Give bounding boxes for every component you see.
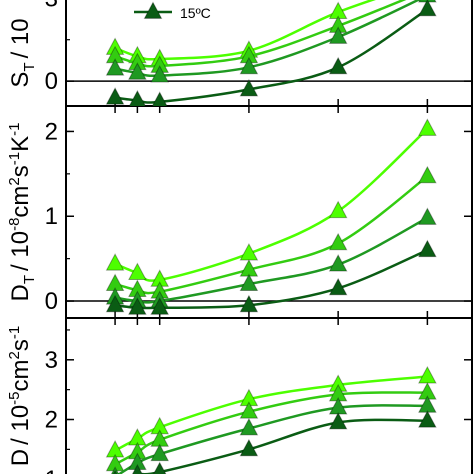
y-axis-label-unit3: K — [7, 136, 34, 152]
data-point — [112, 469, 118, 474]
y-tick-label: 2 — [45, 118, 58, 145]
data-point — [105, 294, 125, 313]
data-point — [128, 62, 147, 80]
y-tick-label: 2 — [45, 407, 58, 434]
y-axis-label-sup3: -1 — [6, 326, 23, 339]
panel-top: 0 3 ST / 10 15ºC — [7, 0, 473, 107]
data-point — [150, 297, 170, 315]
data-point — [418, 410, 437, 428]
data-point — [105, 253, 125, 271]
y-axis-label: DT/ 10-8cm2s-1K-1 — [6, 123, 38, 302]
data-point — [418, 0, 437, 17]
data-point — [239, 56, 259, 75]
y-axis-label-rest: / 10 — [7, 405, 34, 445]
plot-area — [105, 118, 437, 315]
data-point — [239, 273, 259, 292]
y-axis-label-sub: T — [21, 275, 38, 284]
data-point — [151, 91, 168, 106]
data-point — [153, 461, 167, 474]
data-point — [328, 254, 348, 272]
y-axis-label-sup2: 2 — [6, 351, 23, 359]
y-axis-label: ST / 10 — [7, 18, 38, 87]
data-point — [128, 297, 147, 315]
data-point — [239, 243, 259, 261]
data-point — [328, 277, 348, 296]
data-point — [239, 78, 259, 97]
data-point — [150, 65, 170, 83]
y-axis-label-unit: cm — [7, 359, 34, 391]
data-point — [239, 294, 259, 313]
y-axis-label-sub: T — [21, 62, 38, 71]
data-point — [105, 58, 125, 76]
data-point — [418, 207, 437, 225]
data-point — [328, 26, 348, 44]
y-tick-label: 0 — [45, 68, 58, 95]
y-axis-label-sup1: -8 — [6, 218, 23, 231]
y-axis-label-main: S — [7, 72, 34, 88]
data-point — [328, 232, 348, 251]
y-axis-label-unit: cm — [7, 186, 34, 218]
y-tick-label: 3 — [45, 347, 58, 374]
series-line — [114, 127, 429, 282]
y-tick-label: 3 — [45, 0, 58, 12]
y-axis-label-unit2: s — [7, 165, 34, 177]
y-axis-label-sup2: 2 — [6, 177, 23, 185]
data-point — [328, 411, 348, 430]
data-point — [418, 118, 437, 136]
y-tick-label: 0 — [45, 288, 58, 315]
y-tick-label: 1 — [45, 466, 58, 474]
series-line — [133, 418, 428, 474]
data-point — [418, 239, 437, 258]
y-axis-label-sup3: -1 — [6, 152, 23, 165]
data-point — [328, 56, 348, 75]
data-point — [128, 262, 147, 280]
data-point — [239, 417, 259, 436]
plot-area — [105, 0, 437, 106]
legend-label: 15ºC — [180, 5, 211, 21]
data-point — [105, 87, 125, 105]
y-axis-label-main: D — [7, 284, 34, 301]
data-point — [418, 165, 437, 184]
data-point — [110, 466, 120, 474]
y-axis-label-sup4: -1 — [6, 123, 23, 136]
data-point — [239, 438, 259, 457]
data-point — [239, 401, 259, 419]
data-point — [150, 443, 170, 462]
data-point — [418, 365, 437, 384]
y-axis-label-sup1: -5 — [6, 391, 23, 404]
y-axis-label-unit2: s — [7, 339, 34, 351]
data-point — [128, 89, 146, 106]
legend-marker — [143, 1, 163, 19]
y-axis-label-rest: / 10 — [7, 18, 34, 58]
data-point — [328, 200, 348, 219]
y-tick-label: 1 — [45, 203, 58, 230]
data-point — [131, 463, 143, 474]
plot-area — [105, 365, 437, 474]
y-axis-label-rest: / 10 — [7, 231, 34, 271]
y-axis-label: D / 10-5cm2s-1 — [6, 326, 34, 466]
legend: 15ºC — [134, 1, 211, 21]
y-axis-label-main: D — [7, 449, 34, 466]
